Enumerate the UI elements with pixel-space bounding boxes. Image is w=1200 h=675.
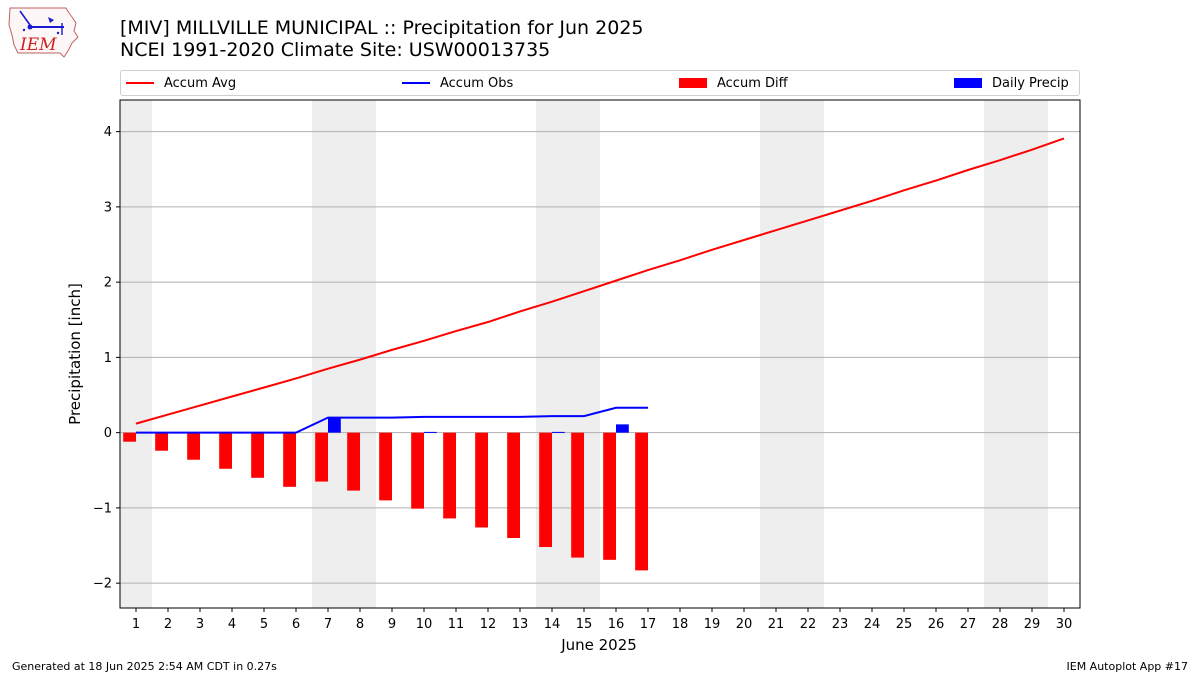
weekend-shade xyxy=(120,100,152,608)
accum-diff-bar xyxy=(155,432,168,451)
x-axis-label: June 2025 xyxy=(560,636,637,654)
accum-diff-bar xyxy=(123,432,136,442)
legend-label-accum-obs: Accum Obs xyxy=(440,75,514,91)
weekend-shade xyxy=(984,100,1016,608)
x-tick-label: 4 xyxy=(228,617,236,632)
accum-diff-bar xyxy=(635,432,648,571)
x-tick-label: 9 xyxy=(388,617,396,632)
legend-swatch-accum-obs xyxy=(402,82,430,84)
legend-item-accum-avg: Accum Avg xyxy=(126,71,236,95)
chart-title: [MIV] MILLVILLE MUNICIPAL :: Precipitati… xyxy=(120,17,644,39)
x-tick-label: 26 xyxy=(928,617,945,632)
x-tick-label: 16 xyxy=(608,617,625,632)
accum-obs-line xyxy=(136,406,648,434)
x-tick-label: 28 xyxy=(992,617,1009,632)
x-tick-label: 29 xyxy=(1024,617,1041,632)
y-tick-label: 4 xyxy=(104,125,112,140)
weekend-shade xyxy=(312,100,344,608)
x-tick-label: 14 xyxy=(544,617,561,632)
x-tick-label: 11 xyxy=(448,617,465,632)
accum-diff-bar xyxy=(283,432,296,487)
accum-diff-bar xyxy=(187,432,200,460)
x-tick-label: 23 xyxy=(832,617,849,632)
legend-item-accum-obs: Accum Obs xyxy=(402,71,513,95)
footer-app: IEM Autoplot App #17 xyxy=(1066,660,1189,673)
y-tick-label: −2 xyxy=(93,577,112,592)
accum-diff-bar xyxy=(571,432,584,558)
accum-diff-bar xyxy=(347,432,360,491)
y-tick-label: 0 xyxy=(104,426,112,441)
legend-label-accum-diff: Accum Diff xyxy=(717,75,788,91)
accum-diff-bar xyxy=(507,432,520,539)
accum-diff-bar xyxy=(603,432,616,560)
y-axis-label: Precipitation [inch] xyxy=(66,283,84,425)
daily-precip-bar xyxy=(328,417,341,433)
x-tick-label: 8 xyxy=(356,617,364,632)
accum-diff-bar xyxy=(411,432,424,509)
x-tick-label: 25 xyxy=(896,617,913,632)
x-tick-label: 17 xyxy=(640,617,657,632)
accum-diff-bar xyxy=(251,432,264,478)
y-tick-label: −1 xyxy=(93,501,112,516)
x-tick-label: 7 xyxy=(324,617,332,632)
x-tick-label: 15 xyxy=(576,617,593,632)
y-tick-label: 3 xyxy=(104,200,112,215)
daily-precip-bar xyxy=(616,424,629,433)
legend-swatch-accum-diff xyxy=(679,78,707,88)
x-tick-label: 30 xyxy=(1056,617,1073,632)
accum-diff-bar xyxy=(475,432,488,528)
chart-subtitle: NCEI 1991-2020 Climate Site: USW00013735 xyxy=(120,39,551,61)
logo-text: IEM xyxy=(19,35,57,55)
weekend-shade xyxy=(760,100,792,608)
x-tick-label: 18 xyxy=(672,617,689,632)
x-tick-label: 20 xyxy=(736,617,753,632)
legend-item-accum-diff: Accum Diff xyxy=(679,71,788,95)
x-tick-label: 27 xyxy=(960,617,977,632)
accum-diff-bar xyxy=(443,432,456,519)
accum-diff-bar xyxy=(219,432,232,469)
weekend-shade xyxy=(792,100,824,608)
x-tick-label: 13 xyxy=(512,617,529,632)
plot-frame xyxy=(119,99,1081,609)
accum-avg-line xyxy=(135,137,1065,425)
legend-label-accum-avg: Accum Avg xyxy=(164,75,237,91)
legend-swatch-accum-avg xyxy=(126,82,154,84)
x-tick-label: 22 xyxy=(800,617,817,632)
weekend-shade xyxy=(344,100,376,608)
daily-precip-bar xyxy=(424,431,437,433)
iem-logo: IEM xyxy=(6,5,82,59)
x-tick-label: 12 xyxy=(480,617,497,632)
x-tick-label: 3 xyxy=(196,617,204,632)
accum-diff-bar xyxy=(539,432,552,548)
accum-diff-bar xyxy=(315,432,328,482)
x-tick-label: 19 xyxy=(704,617,721,632)
legend-item-daily-precip: Daily Precip xyxy=(954,71,1069,95)
x-tick-label: 5 xyxy=(260,617,268,632)
legend-label-daily-precip: Daily Precip xyxy=(992,75,1069,91)
weekend-shade xyxy=(1016,100,1048,608)
legend: Accum Avg Accum Obs Accum Diff Daily Pre… xyxy=(120,70,1080,96)
x-tick-label: 24 xyxy=(864,617,881,632)
legend-swatch-daily-precip xyxy=(954,78,982,88)
daily-precip-bar xyxy=(552,431,565,433)
x-tick-label: 1 xyxy=(132,617,140,632)
accum-diff-bar xyxy=(379,432,392,501)
footer-generated: Generated at 18 Jun 2025 2:54 AM CDT in … xyxy=(12,660,277,673)
x-tick-label: 2 xyxy=(164,617,172,632)
y-tick-label: 1 xyxy=(104,351,112,366)
x-tick-label: 10 xyxy=(416,617,433,632)
x-tick-label: 21 xyxy=(768,617,785,632)
y-tick-label: 2 xyxy=(104,276,112,291)
x-tick-label: 6 xyxy=(292,617,300,632)
